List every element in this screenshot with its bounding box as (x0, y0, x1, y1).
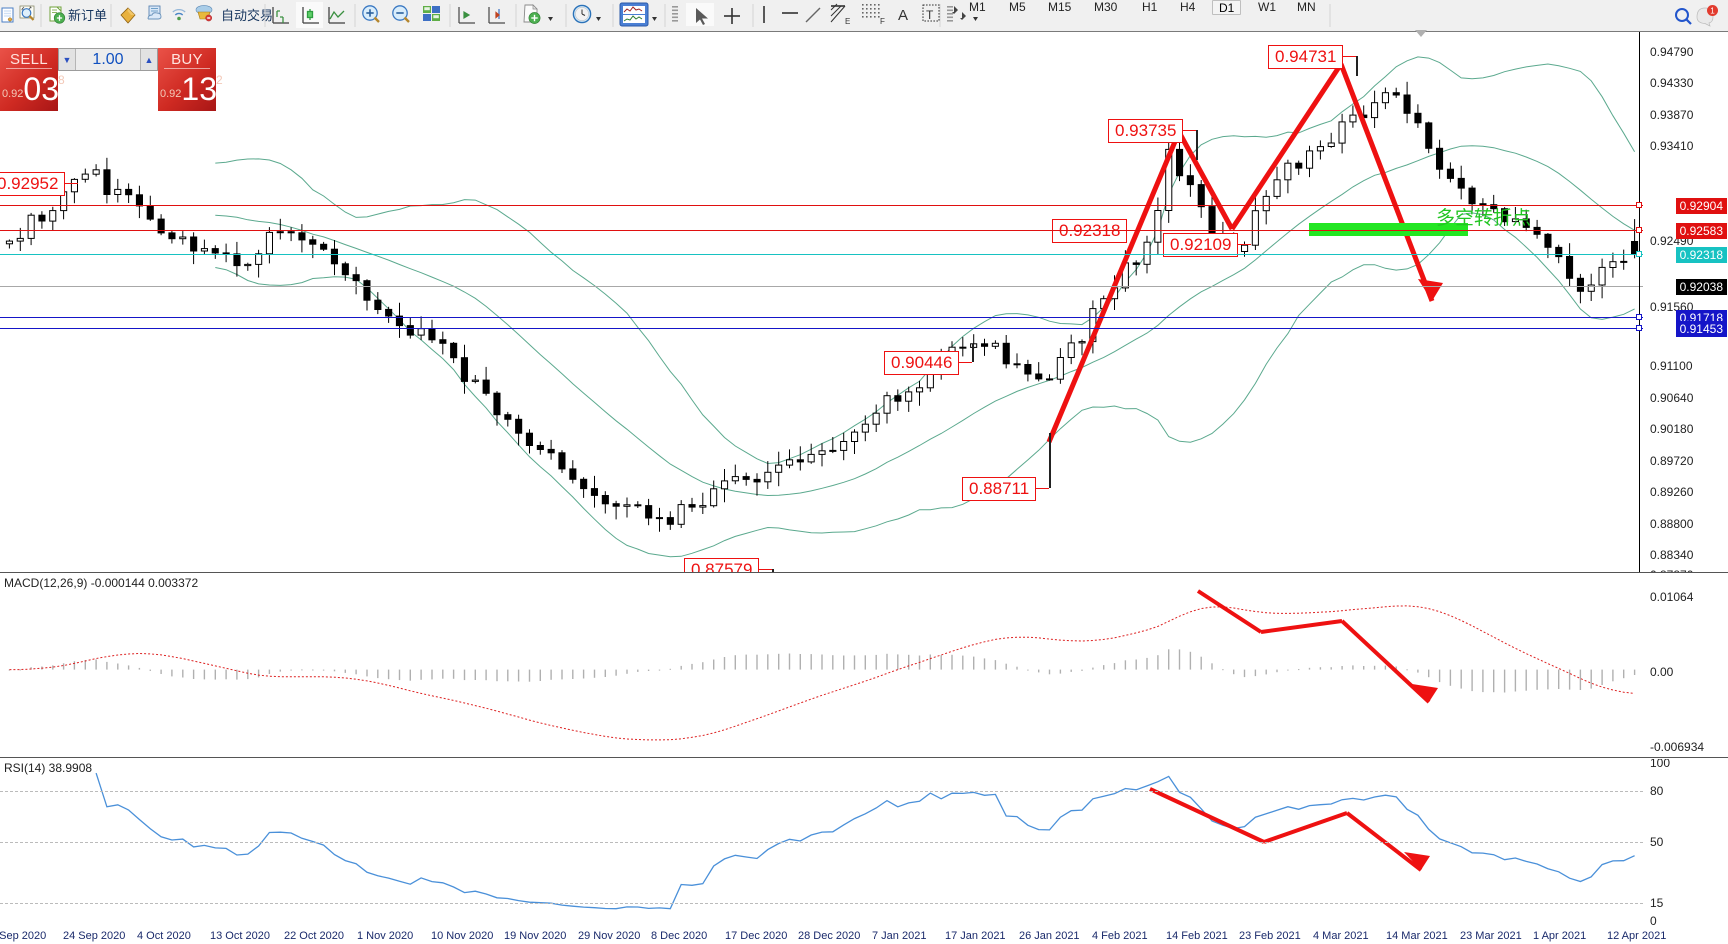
svg-text:1: 1 (1710, 6, 1715, 15)
svg-text:多空转折点: 多空转折点 (1436, 207, 1531, 229)
